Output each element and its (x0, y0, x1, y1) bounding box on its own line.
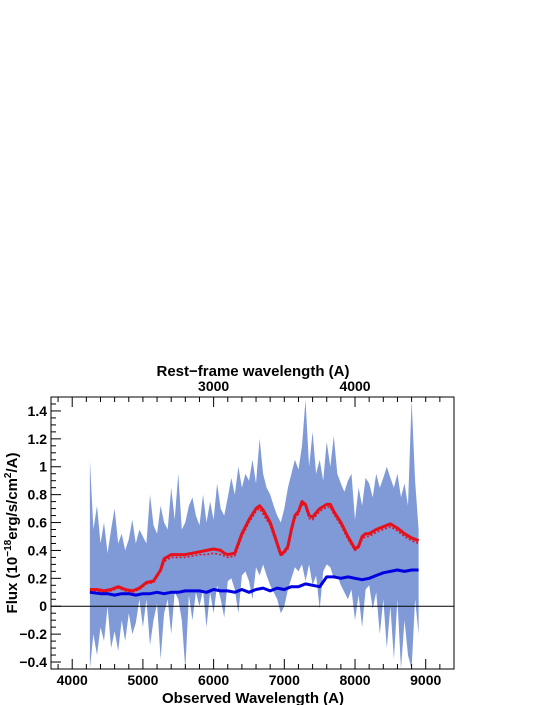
series-group (89, 500, 420, 597)
y-tick-label: −0.2 (19, 626, 47, 642)
y-tick-label: 1 (39, 459, 47, 475)
y-tick-label: 0.4 (28, 542, 48, 558)
x-tick-label: 4000 (57, 672, 88, 688)
x-tick-label: 6000 (198, 672, 229, 688)
y-axis-title-suffix: /A) (4, 453, 21, 473)
flux-uncertainty-band (89, 399, 419, 669)
y-axis-title-exp2: 2 (3, 472, 14, 478)
top-axis-title: Rest−frame wavelength (A) (157, 363, 350, 380)
y-axis-title: Flux (10−18erg/s/cm2/A) (3, 453, 21, 614)
y-tick-label: 0.2 (28, 570, 48, 586)
series-line-1 (89, 503, 419, 594)
y-tick-label: −0.4 (19, 654, 47, 670)
x-tick-label: 8000 (339, 672, 370, 688)
y-axis-title-prefix: Flux (10 (4, 557, 21, 614)
y-axis-title-mid: erg/s/cm (4, 478, 21, 540)
x-axis-title: Observed Wavelength (A) (162, 690, 344, 705)
x-tick-label: 5000 (127, 672, 158, 688)
x-tick-label: 9000 (410, 672, 441, 688)
top-tick-label: 4000 (339, 378, 370, 394)
top-axis-ticks: 3000 4000 (57, 378, 455, 407)
y-axis-ticks: −0.4 −0.2 0 0.2 0.4 0.6 0.8 1 1.2 1.4 (19, 396, 61, 670)
y-axis-title-exp1: −18 (3, 539, 14, 556)
y-tick-label: 1.2 (28, 431, 48, 447)
plot-frame (50, 396, 455, 670)
y-tick-label: 0.6 (28, 515, 48, 531)
y-tick-label: 1.4 (28, 403, 48, 419)
top-tick-label: 3000 (198, 378, 229, 394)
y-tick-label: 0.8 (28, 487, 48, 503)
plot-area (51, 399, 454, 669)
series-line-2 (89, 568, 419, 597)
x-tick-label: 7000 (269, 672, 300, 688)
y-tick-label: 0 (39, 598, 47, 614)
x-axis-ticks: 4000 5000 6000 7000 8000 9000 (57, 659, 455, 688)
